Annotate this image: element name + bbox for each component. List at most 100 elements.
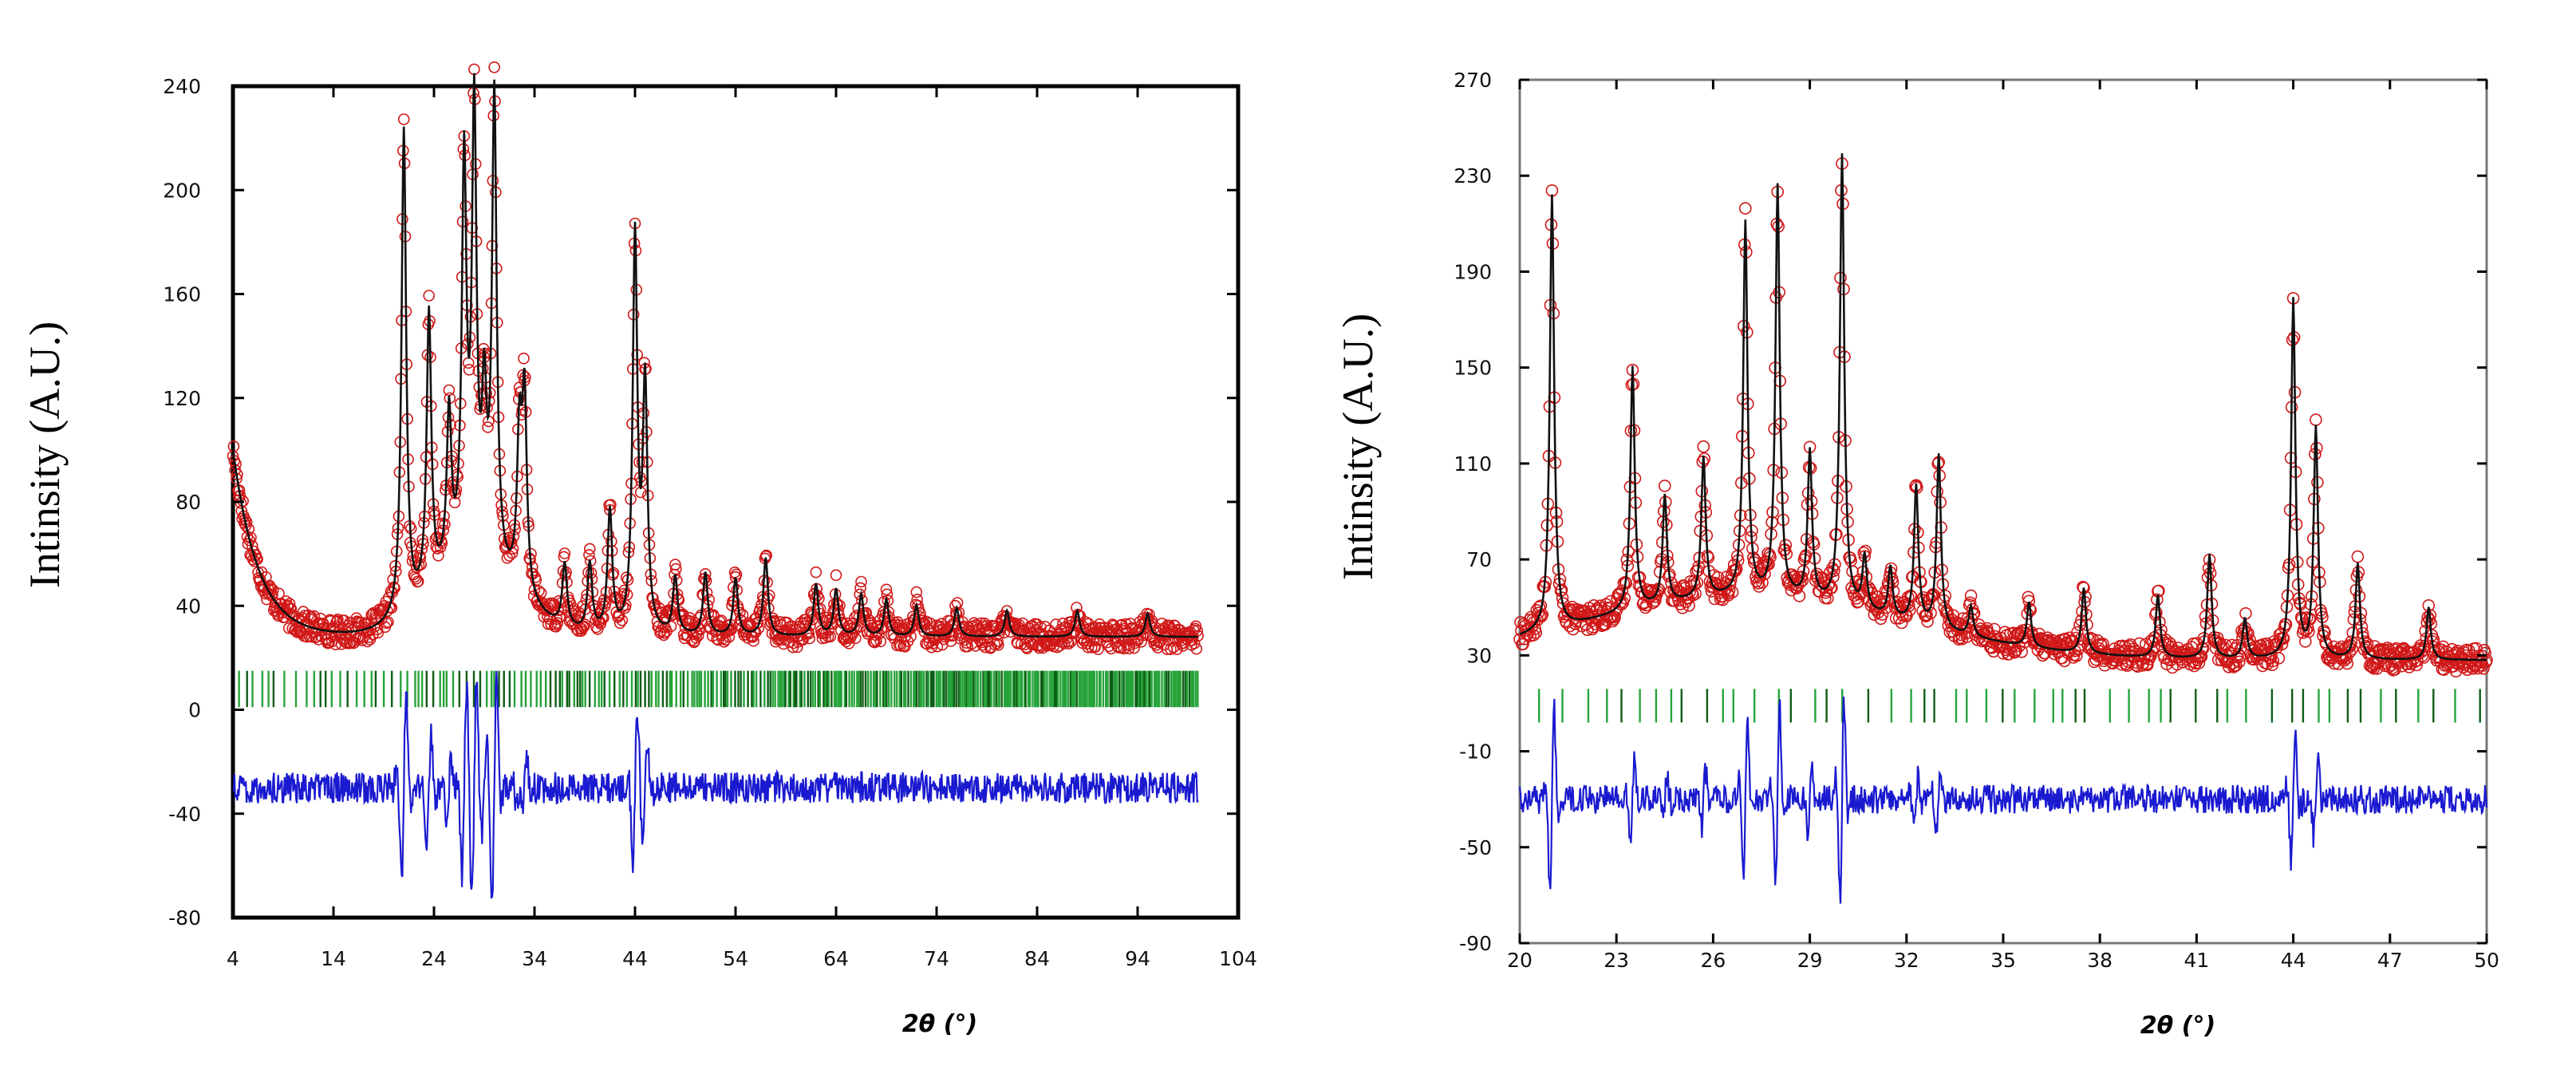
left-observed-point	[874, 635, 887, 648]
right-observed-point	[1697, 440, 1710, 453]
left-observed-point	[578, 618, 591, 630]
right-observed-point	[2382, 643, 2395, 657]
left-y-tick-label: -40	[168, 803, 201, 826]
left-marks: 4 14 24 34 44 54 64 74 84 94 104 -80 -40 0 40 80 120 160 2…	[163, 61, 1257, 970]
left-observed-point	[992, 638, 1004, 651]
right-observed-point	[1527, 629, 1540, 642]
left-x-tick-label: 14	[321, 947, 346, 970]
left-calculated-line	[231, 73, 1198, 638]
left-observed-point	[443, 384, 456, 397]
left-observed-point	[381, 617, 393, 630]
right-difference-line	[1518, 696, 2488, 904]
right-observed-point	[1902, 590, 1915, 604]
left-observed-point	[692, 630, 704, 642]
left-observed-point	[266, 588, 278, 601]
left-observed-point	[558, 547, 571, 559]
right-observed-point	[2143, 653, 2156, 665]
right-observed-point	[1878, 594, 1892, 608]
right-observed-point	[2477, 661, 2490, 675]
right-observed-point	[1921, 614, 1934, 628]
left-observed-point	[1156, 618, 1168, 630]
right-observed-point	[1754, 567, 1767, 580]
left-observed-point	[518, 352, 530, 365]
right-observed-point	[2192, 657, 2206, 669]
right-x-tick-label: 20	[1507, 949, 1533, 972]
right-observed-point	[2370, 662, 2384, 675]
right-y-tick-label: 70	[1466, 548, 1492, 571]
right-calculated-line	[1519, 153, 2487, 661]
left-observed-point	[318, 622, 330, 634]
right-observed-point	[2195, 650, 2208, 663]
right-observed-point	[2232, 648, 2245, 661]
right-x-tick-label: 41	[2183, 949, 2209, 972]
left-observed-point	[855, 575, 867, 588]
right-observed-point	[1585, 614, 1598, 628]
right-x-tick-label: 50	[2474, 949, 2499, 972]
left-observed-point	[1151, 642, 1164, 653]
left-observed-point	[1190, 642, 1203, 655]
right-x-tick-label: 38	[2087, 949, 2112, 972]
left-observed-point	[503, 550, 515, 562]
left-observed-point	[1029, 631, 1042, 644]
left-observed-point	[823, 624, 835, 636]
right-observed-point	[2010, 643, 2022, 657]
left-observed-point	[591, 623, 604, 635]
left-observed-point	[463, 363, 475, 376]
left-observed-point	[551, 617, 564, 630]
left-chart: Intinsity (A.U.) 4 14 24 34 44 54 64 74 84 94 104 -…	[21, 61, 1257, 1038]
right-bragg-ticks	[1537, 689, 2481, 723]
left-observed-point	[910, 586, 923, 598]
left-observed-point	[1150, 639, 1162, 651]
left-observed-point	[665, 620, 677, 633]
left-observed-point	[1089, 641, 1102, 653]
right-y-tick-label: -90	[1459, 932, 1492, 955]
left-observed-point	[1039, 620, 1051, 633]
right-y-tick-label: 190	[1454, 260, 1492, 283]
right-x-tick-label: 44	[2281, 949, 2306, 972]
right-observed-point	[1676, 602, 1689, 614]
right-x-tick-label: 32	[1894, 949, 1919, 972]
left-observed-point	[320, 628, 333, 640]
right-observed-point	[1793, 576, 1807, 590]
right-x-tick-label: 35	[1990, 949, 2016, 972]
left-bragg-ticks	[238, 670, 1199, 708]
left-observed-point	[658, 626, 671, 639]
right-observed-point	[2124, 638, 2137, 651]
right-observed-point	[1726, 586, 1739, 598]
right-observed-point	[1533, 601, 1545, 614]
left-x-tick-label: 64	[823, 947, 849, 970]
right-observed-point	[2036, 649, 2049, 662]
left-observed-point	[533, 585, 545, 598]
left-observed-point	[594, 618, 607, 630]
left-observed-point	[554, 611, 566, 623]
right-observed-point	[1923, 592, 1936, 606]
right-observed-point	[1608, 610, 1621, 624]
right-observed-point	[1688, 578, 1701, 591]
right-observed-point	[1759, 555, 1772, 568]
left-observed-point	[992, 634, 1004, 647]
left-observed-point	[272, 610, 285, 622]
left-observed-point	[332, 613, 344, 626]
left-observed-point	[810, 566, 823, 578]
left-observed-point	[803, 632, 816, 645]
right-observed-point	[2479, 646, 2491, 660]
left-observed-point	[1000, 605, 1013, 617]
left-y-tick-label: 200	[163, 179, 201, 202]
left-observed-point	[723, 630, 736, 643]
right-observed-point	[1682, 599, 1695, 612]
left-observed-point	[736, 609, 749, 621]
right-y-tick-label: 230	[1454, 164, 1492, 188]
left-observed-point	[1188, 638, 1201, 650]
left-observed-point	[530, 574, 542, 586]
left-x-tick-label: 34	[522, 947, 547, 970]
right-observed-point	[2233, 655, 2246, 669]
left-y-tick-label: 40	[176, 594, 201, 618]
right-observed-point	[1536, 608, 1549, 622]
left-x-tick-label: 54	[723, 947, 748, 970]
left-x-tick-label: 74	[924, 947, 949, 970]
right-y-axis-label: Intinsity (A.U.)	[1334, 314, 1382, 580]
left-x-tick-label: 84	[1024, 947, 1050, 970]
left-x-tick-label: 24	[421, 947, 447, 970]
right-y-tick-label: 270	[1454, 69, 1492, 92]
